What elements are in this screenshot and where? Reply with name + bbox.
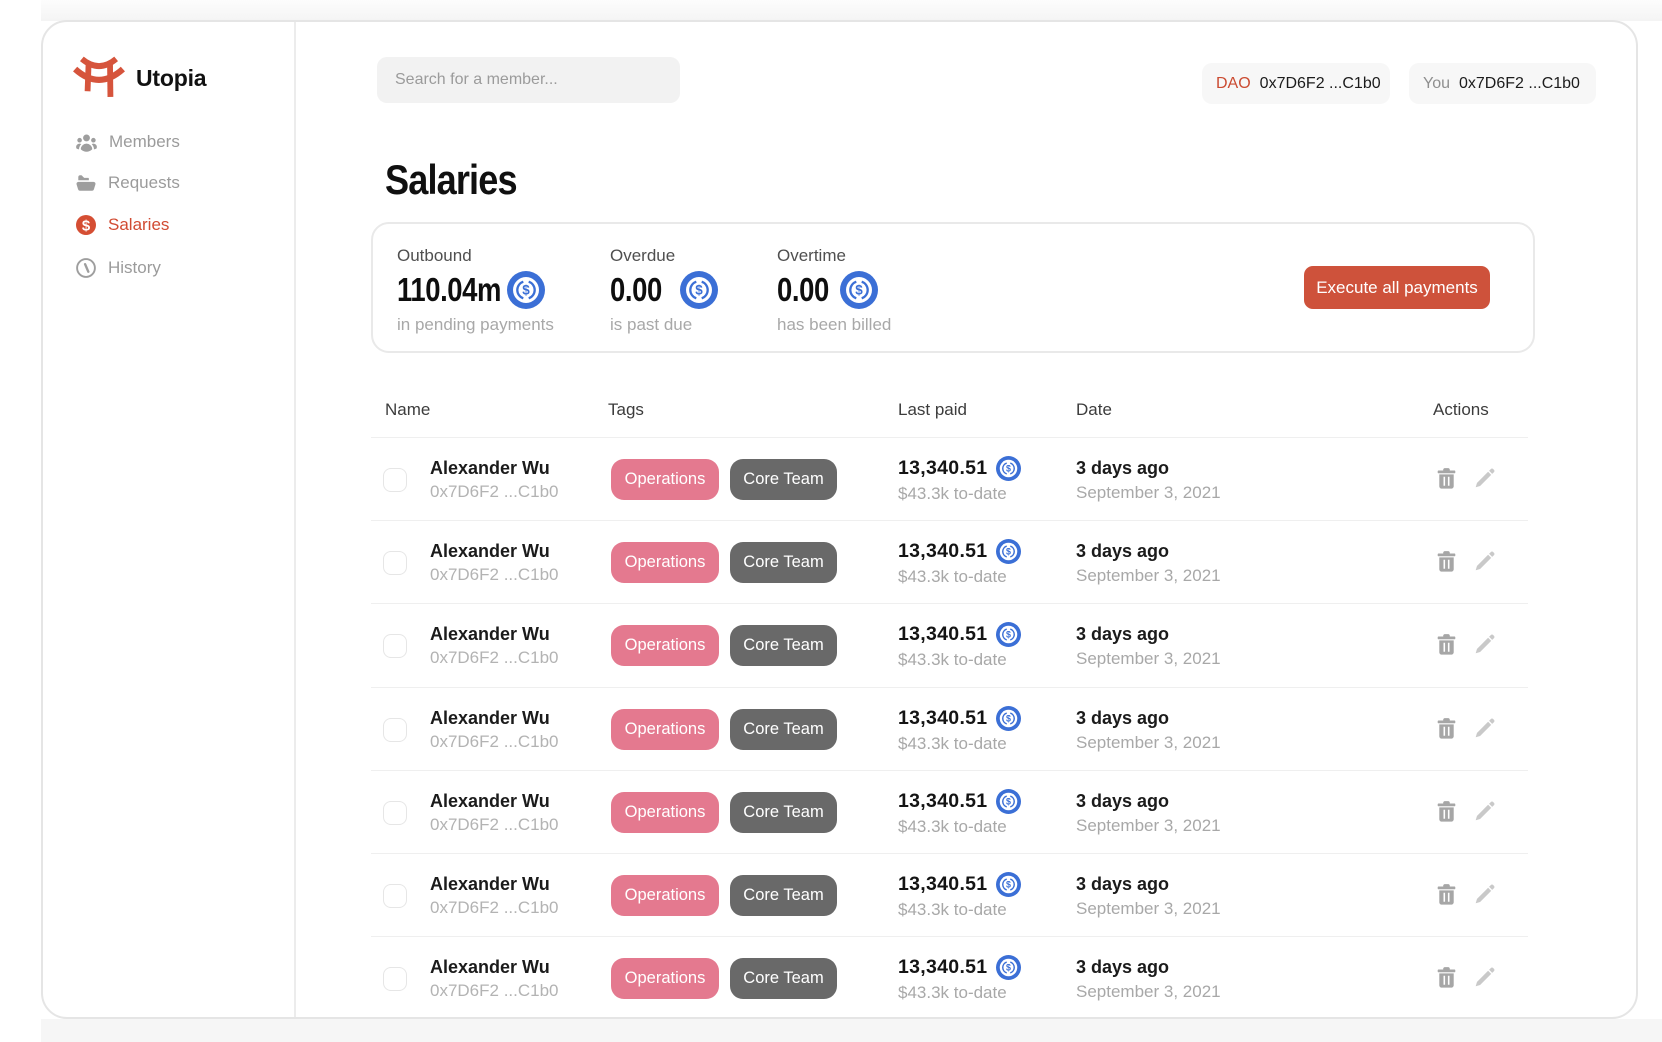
svg-text:$: $ bbox=[1006, 629, 1011, 639]
svg-text:$: $ bbox=[82, 217, 91, 234]
svg-text:$: $ bbox=[1006, 962, 1011, 972]
svg-text:$: $ bbox=[1006, 879, 1011, 889]
svg-text:$: $ bbox=[522, 283, 530, 298]
svg-text:$: $ bbox=[855, 283, 863, 298]
svg-text:$: $ bbox=[1006, 463, 1011, 473]
svg-text:$: $ bbox=[1006, 546, 1011, 556]
svg-text:$: $ bbox=[1006, 796, 1011, 806]
svg-text:$: $ bbox=[695, 283, 703, 298]
svg-text:$: $ bbox=[1006, 713, 1011, 723]
